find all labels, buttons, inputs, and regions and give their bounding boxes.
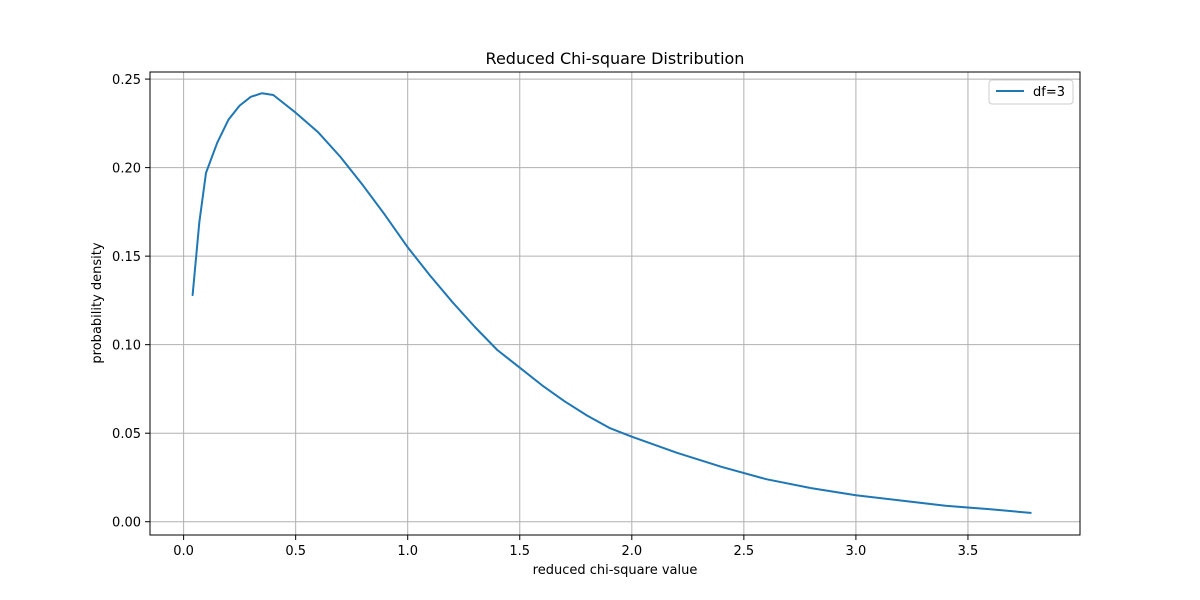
y-tick-label: 0.15 xyxy=(112,250,141,265)
y-tick-label: 0.05 xyxy=(112,427,141,442)
grid-layer xyxy=(150,72,1080,535)
y-tick-label: 0.20 xyxy=(112,162,141,177)
x-tick-label: 2.5 xyxy=(734,544,755,559)
legend-label-df3: df=3 xyxy=(1033,85,1065,100)
y-tick-label: 0.10 xyxy=(112,339,141,354)
x-tick-label: 3.5 xyxy=(958,544,979,559)
x-tick-label: 3.0 xyxy=(846,544,867,559)
y-tick-label: 0.25 xyxy=(112,73,141,88)
legend-box xyxy=(988,79,1074,105)
x-tick-label: 0.5 xyxy=(285,544,306,559)
x-tick-label: 2.0 xyxy=(621,544,642,559)
tick-layer: 0.0 0.5 1.0 1.5 2.0 2.5 3.0 3.5 0.00 0.05 0.10 0.15… xyxy=(112,73,978,559)
y-axis-title: probability density xyxy=(90,242,105,363)
legend: df=3 xyxy=(988,79,1074,105)
x-tick-label: 1.0 xyxy=(397,544,418,559)
x-tick-label: 1.5 xyxy=(509,544,530,559)
y-tick-label: 0.00 xyxy=(112,516,141,531)
x-tick-label: 0.0 xyxy=(173,544,194,559)
x-axis-title: reduced chi-square value xyxy=(533,563,698,578)
series-layer xyxy=(191,92,1032,514)
plot-area-frame xyxy=(149,71,1081,536)
chart-title: Reduced Chi-square Distribution xyxy=(486,49,745,68)
series-line-df3 xyxy=(191,92,1032,514)
